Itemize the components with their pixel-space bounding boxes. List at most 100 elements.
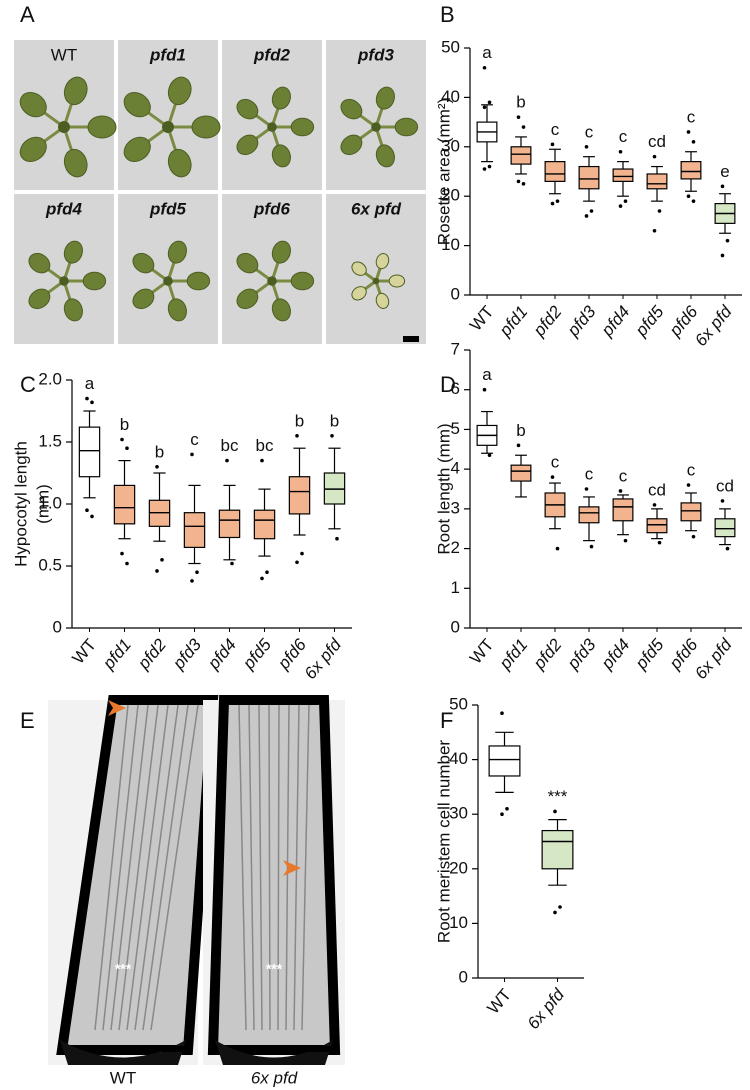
y-tick-label: 30 bbox=[449, 804, 468, 823]
significance-label: bc bbox=[256, 436, 274, 455]
significance-label: b bbox=[330, 411, 339, 430]
arrowhead bbox=[283, 860, 301, 876]
outlier bbox=[555, 199, 560, 203]
outlier bbox=[691, 534, 696, 539]
y-tick-label: 20 bbox=[441, 186, 460, 205]
outlier bbox=[720, 253, 725, 258]
y-tick-label: 10 bbox=[441, 235, 460, 254]
photo-label: pfd6 bbox=[253, 199, 290, 218]
outlier bbox=[487, 100, 492, 105]
leaf bbox=[340, 98, 363, 120]
significance-label: a bbox=[482, 365, 492, 384]
significance-label: b bbox=[516, 421, 525, 440]
cell-file bbox=[238, 704, 247, 1031]
leaf bbox=[351, 286, 367, 301]
outlier bbox=[120, 551, 124, 556]
cell-file bbox=[285, 704, 290, 1031]
outlier bbox=[85, 508, 89, 512]
x-tick-label: WT bbox=[68, 635, 100, 667]
y-tick-label: 50 bbox=[441, 37, 460, 56]
outlier bbox=[623, 199, 628, 203]
outlier bbox=[558, 905, 562, 909]
root-cap bbox=[215, 1040, 333, 1065]
y-tick-label: 3 bbox=[451, 498, 460, 517]
outlier bbox=[90, 514, 94, 519]
y-axis-label: Rosette area (mm²) bbox=[434, 98, 453, 245]
y-tick-label: 0 bbox=[451, 617, 460, 636]
cell-file bbox=[277, 704, 280, 1031]
outlier bbox=[686, 130, 691, 134]
x-tick-label: pfd4 bbox=[204, 635, 240, 673]
leaf bbox=[340, 134, 363, 156]
leaf bbox=[186, 271, 211, 291]
significance-label: cd bbox=[648, 132, 666, 151]
significance-label: c bbox=[619, 466, 628, 485]
box bbox=[78, 426, 101, 478]
leaf bbox=[375, 292, 390, 309]
x-tick-label: pfd2 bbox=[134, 635, 171, 674]
photo-label: pfd5 bbox=[149, 199, 186, 218]
y-tick-label: 2.0 bbox=[38, 369, 62, 388]
outlier bbox=[550, 201, 555, 206]
panel-letter: D bbox=[440, 372, 456, 397]
x-tick-label: 6x pfd bbox=[301, 635, 346, 683]
leaf bbox=[236, 98, 259, 120]
y-axis-label: Hypocotyl length bbox=[11, 441, 30, 567]
outlier bbox=[584, 145, 589, 149]
significance-label: b bbox=[120, 415, 129, 434]
scale-bar bbox=[403, 336, 419, 342]
outlier bbox=[505, 806, 509, 811]
box bbox=[510, 146, 532, 165]
panel-letter: C bbox=[20, 372, 36, 397]
significance-label: c bbox=[190, 430, 199, 449]
leaf bbox=[132, 252, 155, 274]
arrowhead bbox=[108, 700, 126, 716]
leaf bbox=[19, 136, 47, 162]
outlier bbox=[623, 538, 628, 543]
cell-file bbox=[110, 704, 149, 1031]
leaf bbox=[351, 261, 367, 276]
outlier bbox=[120, 437, 124, 442]
leaf bbox=[388, 274, 406, 288]
leaf bbox=[236, 252, 259, 274]
y-tick-label: 2 bbox=[451, 538, 460, 557]
leaf bbox=[132, 288, 155, 310]
outlier bbox=[550, 142, 555, 147]
photo-tile bbox=[118, 194, 218, 344]
y-tick-label: 7 bbox=[451, 339, 460, 358]
box bbox=[544, 161, 566, 182]
outlier bbox=[300, 551, 304, 556]
rosette-center bbox=[267, 276, 277, 286]
box bbox=[680, 161, 702, 180]
outlier bbox=[487, 453, 492, 458]
outlier bbox=[190, 452, 194, 457]
y-tick-label: 10 bbox=[449, 913, 468, 932]
significance-label: c bbox=[585, 464, 594, 483]
y-axis-label: Root meristem cell number bbox=[434, 740, 453, 943]
significance-label: c bbox=[551, 453, 560, 472]
micrograph-label: WT bbox=[110, 1068, 136, 1087]
cell-file bbox=[142, 704, 189, 1031]
significance-label: c bbox=[687, 107, 696, 126]
photo-tile bbox=[326, 194, 426, 344]
outlier bbox=[589, 209, 594, 213]
outlier bbox=[500, 711, 504, 715]
photo-label: pfd1 bbox=[149, 45, 186, 64]
rosette-center bbox=[58, 121, 70, 133]
y-axis-label: Root length (mm) bbox=[434, 423, 453, 554]
root-outline bbox=[207, 695, 341, 1055]
outlier bbox=[618, 204, 623, 208]
x-tick-label: pfd1 bbox=[495, 635, 531, 673]
outlier bbox=[720, 184, 725, 189]
box bbox=[113, 484, 136, 525]
outlier bbox=[230, 561, 234, 566]
significance-label: cd bbox=[648, 480, 666, 499]
box bbox=[578, 506, 600, 524]
x-tick-label: pfd4 bbox=[597, 635, 633, 673]
panel-letter: A bbox=[20, 2, 35, 27]
outlier bbox=[482, 387, 487, 392]
y-axis-label: (mm) bbox=[33, 484, 52, 524]
y-tick-label: 50 bbox=[449, 694, 468, 713]
outlier bbox=[652, 503, 657, 507]
